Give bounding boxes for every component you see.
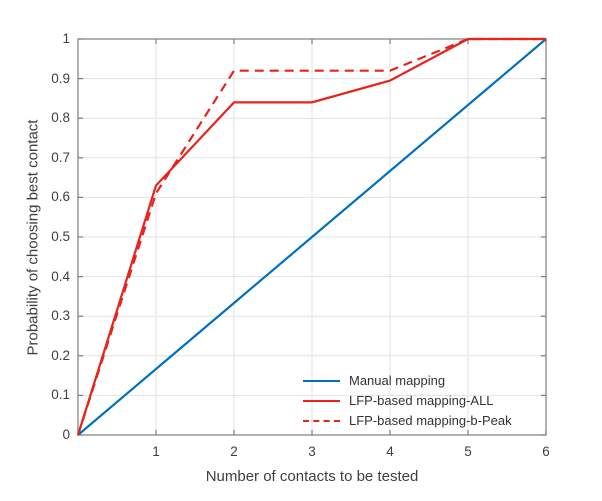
x-tick-label: 4 [386,444,394,459]
legend-item-manual-mapping: Manual mapping [303,371,512,391]
y-tick-label: 0.2 [51,347,70,363]
legend-line-swatch-blue-solid [303,380,340,382]
x-tick-label: 2 [230,444,238,459]
x-tick-label: 1 [152,444,160,459]
legend: Manual mapping LFP-based mapping-ALL LFP… [303,371,512,431]
legend-item-lfp-all: LFP-based mapping-ALL [303,391,512,411]
legend-label: Manual mapping [349,373,446,388]
series-line-1 [76,37,546,436]
y-tick-label: 0.6 [51,189,70,205]
y-tick-label: 0.9 [51,70,70,86]
y-tick-label: 0.4 [51,268,70,284]
legend-item-lfp-b-peak: LFP-based mapping-b-Peak [303,411,512,431]
y-tick-label: 0.3 [51,308,70,324]
legend-line-swatch-red-dashed [303,420,340,422]
legend-line-swatch-red-solid [303,400,340,402]
y-tick-label: 0.7 [51,149,70,165]
x-tick-label: 3 [308,444,316,459]
y-tick-label: 0.5 [51,229,70,244]
y-tick-label: 0.8 [51,110,70,126]
legend-label: LFP-based mapping-b-Peak [349,413,512,428]
y-tick-label: 0.1 [51,387,70,403]
y-tick-label: 0 [62,427,70,442]
x-tick-label: 6 [542,444,550,459]
x-tick-label: 5 [464,444,472,459]
x-axis-label: Number of contacts to be tested [205,468,419,485]
y-tick-label: 1 [62,31,70,46]
series-line-0 [77,38,547,436]
legend-label: LFP-based mapping-ALL [349,393,494,408]
